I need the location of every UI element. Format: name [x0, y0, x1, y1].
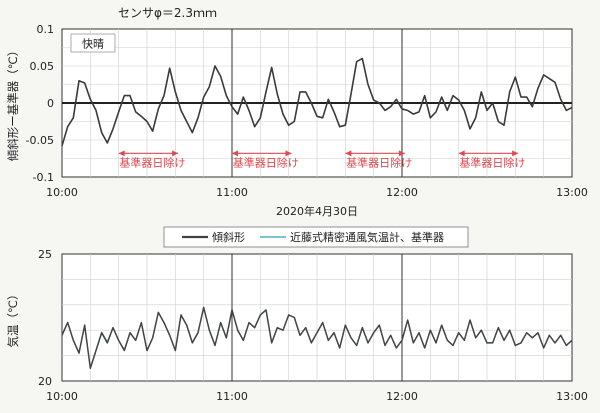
series-line-difference — [61, 57, 573, 147]
top-chart: センサφ＝2.3ｍｍ 基準器日除け 基準器日除け 基準器日除け 基準器日除け 快晴 0… — [6, 6, 588, 218]
annotation-label: 基準器日除け — [459, 156, 525, 170]
y-tick-label: 20 — [38, 375, 52, 388]
annotation-arrow-right — [512, 150, 519, 157]
annotation-label: 基準器日除け — [119, 156, 185, 170]
sensor-label: センサφ＝2.3ｍｍ — [118, 6, 217, 20]
sun-shade-annotation: 基準器日除け — [232, 150, 299, 170]
bottom-y-tick-labels: 25 20 — [38, 248, 52, 388]
sun-shade-annotation: 基準器日除け — [118, 150, 185, 170]
x-tick-label: 13:00 — [556, 390, 588, 403]
x-tick-label: 10:00 — [46, 186, 78, 199]
x-tick-label: 13:00 — [556, 186, 588, 199]
annotation-arrow-left — [232, 150, 238, 157]
top-x-tick-labels: 10:00 11:00 12:00 13:00 — [46, 186, 588, 199]
x-tick-label: 10:00 — [46, 390, 78, 403]
annotation-arrow-right — [398, 150, 405, 157]
x-tick-label: 12:00 — [386, 390, 418, 403]
y-tick-label: 25 — [38, 248, 52, 261]
top-y-axis-label: 傾斜形ー基準器（℃） — [6, 45, 20, 161]
temperature-series — [61, 306, 573, 370]
bottom-grid — [62, 254, 572, 381]
annotation-arrow-right — [172, 150, 179, 157]
x-tick-label: 11:00 — [216, 186, 248, 199]
y-tick-label: 0.05 — [30, 60, 55, 73]
sun-shade-annotation: 基準器日除け — [458, 150, 525, 170]
annotation-arrow-left — [458, 150, 465, 157]
top-y-tick-labels: 0.1 0.05 0 -0.05 -0.1 — [26, 23, 54, 184]
legend-label-series-2: 近藤式精密通風気温計、基準器 — [290, 230, 444, 244]
sun-shade-annotations: 基準器日除け 基準器日除け 基準器日除け 基準器日除け — [118, 150, 525, 170]
annotation-label: 基準器日除け — [233, 156, 299, 170]
legend-box — [163, 226, 469, 248]
y-tick-label: 0.1 — [37, 23, 55, 36]
x-tick-label: 12:00 — [386, 186, 418, 199]
series-line-inclined — [61, 306, 573, 370]
date-label: 2020年4月30日 — [276, 204, 358, 218]
legend-label-series-1: 傾斜形 — [212, 230, 245, 244]
bottom-y-axis-label: 気温（℃） — [6, 289, 20, 348]
y-tick-label: -0.1 — [33, 171, 54, 184]
difference-series — [61, 57, 573, 147]
annotation-arrow-left — [118, 150, 125, 157]
annotation-arrow-left — [345, 150, 352, 157]
bottom-x-tick-labels: 10:00 11:00 12:00 13:00 — [46, 390, 588, 403]
annotation-label: 基準器日除け — [346, 156, 412, 170]
weather-label: 快晴 — [82, 38, 104, 51]
y-tick-label: -0.05 — [26, 134, 54, 147]
x-tick-label: 11:00 — [216, 390, 248, 403]
y-tick-label: 0 — [47, 97, 54, 110]
weather-label-box — [70, 33, 116, 53]
sun-shade-annotation: 基準器日除け — [345, 150, 412, 170]
annotation-arrow-right — [285, 150, 292, 157]
